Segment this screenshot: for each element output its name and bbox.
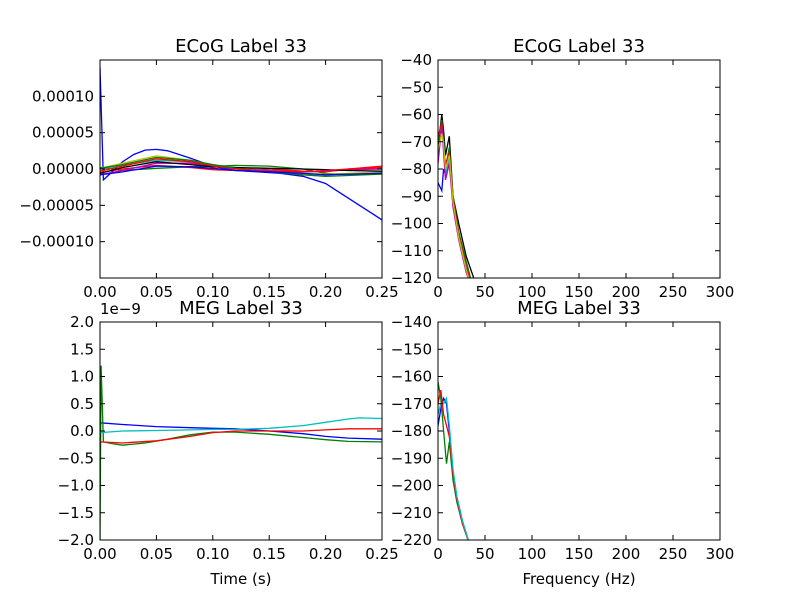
series-group	[438, 114, 475, 278]
series-group	[438, 381, 469, 540]
x-tick-label: 300	[706, 283, 735, 301]
x-tick-label: 0	[433, 283, 443, 301]
series-line-2	[100, 428, 382, 444]
x-tick-label: 0.00	[83, 545, 116, 563]
x-axis-label: Time (s)	[210, 570, 272, 588]
y-tick-label: −0.00010	[19, 233, 94, 251]
series-line-1	[100, 365, 382, 540]
y-tick-label: 0.00005	[32, 124, 94, 142]
y-tick-label: −40	[400, 51, 432, 69]
x-tick-label: 0.15	[252, 283, 285, 301]
y-tick-label: 0.00000	[32, 160, 94, 178]
chart-ecog-psd: 0 50 100 150 200 250 300 −120 −110 −100 −90 −80 −70 −…	[391, 36, 735, 301]
x-tick-label: 150	[565, 283, 594, 301]
y-tick-label: −140	[391, 313, 432, 331]
x-tick-label: 0.05	[140, 283, 173, 301]
x-tick-label: 200	[612, 283, 641, 301]
x-tick-label: 50	[475, 545, 494, 563]
y-tick-label: −2.0	[58, 531, 94, 549]
x-tick-label: 0.20	[309, 283, 342, 301]
x-tick-label: 0.10	[196, 545, 229, 563]
x-tick-label: 0.00	[83, 283, 116, 301]
y-tick-label: −160	[391, 368, 432, 386]
x-tick-label: 100	[518, 283, 547, 301]
x-tick-label: 300	[706, 545, 735, 563]
chart-ecog-time: 0.00 0.05 0.10 0.15 0.20 0.25 −0.00010 −0.00005…	[19, 36, 398, 301]
series-group	[100, 365, 382, 540]
x-axis-label: Frequency (Hz)	[522, 570, 635, 588]
y-tick-label: −200	[391, 477, 432, 495]
y-tick-label: −190	[391, 449, 432, 467]
chart-title: ECoG Label 33	[175, 36, 307, 57]
x-tick-label: 0.10	[196, 283, 229, 301]
plot-frame	[437, 321, 721, 541]
y-tick-label: 0.0	[70, 422, 94, 440]
series-line-8	[100, 158, 382, 173]
y-tick-label: −0.5	[58, 449, 94, 467]
x-tick-label: 0.05	[140, 545, 173, 563]
x-tick-label: 0.20	[309, 545, 342, 563]
y-tick-label: −180	[391, 422, 432, 440]
series-line-6	[438, 133, 470, 278]
y-tick-label: −120	[391, 269, 432, 287]
series-line-7	[100, 156, 382, 177]
x-tick-label: 100	[518, 545, 547, 563]
x-tick-label: 0.25	[365, 545, 398, 563]
y-tick-label: −220	[391, 531, 432, 549]
y-tick-label: −1.5	[58, 504, 94, 522]
y-tick-label: −110	[391, 242, 432, 260]
x-tick-label: 250	[659, 283, 688, 301]
x-tick-label: 0	[433, 545, 443, 563]
y-tick-label: 1.0	[70, 368, 94, 386]
y-tick-label: −80	[400, 160, 432, 178]
y-tick-label: 2.0	[70, 313, 94, 331]
chart-meg-time: 0.00 0.05 0.10 0.15 0.20 0.25 −2.0 −1.5 −1.0 −0.5…	[58, 298, 399, 588]
offset-text: 1e−9	[100, 300, 141, 318]
y-tick-label: −170	[391, 395, 432, 413]
y-tick-label: −1.0	[58, 477, 94, 495]
y-tick-label: −100	[391, 215, 432, 233]
y-tick-label: −60	[400, 106, 432, 124]
y-tick-label: −70	[400, 133, 432, 151]
chart-title: ECoG Label 33	[513, 36, 645, 57]
y-tick-label: 0.00010	[32, 87, 94, 105]
chart-meg-psd: 0 50 100 150 200 250 300 −220 −210 −200 −190 −180 −1…	[391, 298, 735, 588]
y-tick-label: 0.5	[70, 395, 94, 413]
x-tick-label: 0.25	[365, 283, 398, 301]
y-tick-label: 1.5	[70, 340, 94, 358]
series-group	[100, 67, 382, 221]
plot-frame	[437, 59, 721, 279]
y-tick-label: −150	[391, 340, 432, 358]
y-tick-label: −210	[391, 504, 432, 522]
y-tick-label: −0.00005	[19, 196, 94, 214]
series-line-2	[438, 389, 469, 540]
x-tick-label: 250	[659, 545, 688, 563]
series-line-9	[100, 165, 382, 176]
x-tick-label: 200	[612, 545, 641, 563]
x-tick-label: 0.15	[252, 545, 285, 563]
series-line-3	[100, 417, 382, 434]
x-tick-label: 150	[565, 545, 594, 563]
y-tick-label: −50	[400, 78, 432, 96]
series-line-0	[100, 67, 382, 221]
series-line-0	[438, 114, 475, 278]
y-tick-label: −90	[400, 187, 432, 205]
chart-title: MEG Label 33	[517, 298, 641, 319]
chart-title: MEG Label 33	[179, 298, 303, 319]
x-tick-label: 50	[475, 283, 494, 301]
